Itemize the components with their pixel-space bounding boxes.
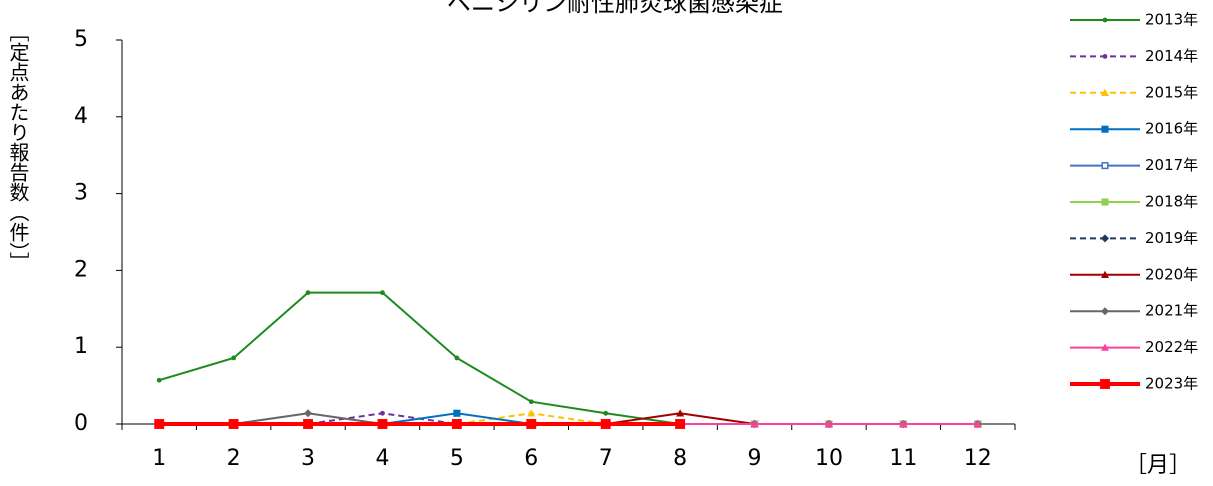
data-point (380, 290, 385, 296)
legend-label: 2019年 (1145, 229, 1198, 247)
data-point (899, 420, 908, 428)
data-point (453, 409, 461, 417)
legend-marker (1101, 307, 1109, 316)
legend-label: 2016年 (1145, 120, 1198, 138)
data-point (600, 419, 611, 429)
y-tick-label: 0 (74, 411, 88, 436)
x-tick-label: 11 (889, 446, 917, 471)
x-tick-label: 9 (748, 446, 762, 471)
legend-label: 2023年 (1145, 375, 1198, 393)
legend-marker (1100, 379, 1110, 389)
legend-label: 2018年 (1145, 193, 1198, 211)
x-tick-label: 8 (673, 446, 687, 471)
data-point (675, 419, 686, 429)
legend-label: 2021年 (1145, 302, 1198, 320)
data-point (303, 419, 313, 429)
legend-marker (1102, 17, 1108, 23)
x-axis-label: ［月］ (1125, 453, 1191, 478)
x-tick-label: 3 (301, 446, 315, 471)
series-line (158, 291, 978, 425)
data-point (380, 410, 385, 416)
data-point (451, 419, 462, 429)
x-tick-label: 4 (375, 446, 389, 471)
data-point (973, 420, 982, 428)
data-point (228, 419, 239, 429)
data-point (603, 410, 609, 416)
data-point (750, 420, 759, 428)
legend-label: 2015年 (1145, 83, 1198, 101)
y-axis-label: ［定点あたり報告数（件）］ (6, 22, 30, 272)
data-point (676, 409, 685, 417)
data-point (454, 355, 460, 361)
y-tick-label: 4 (74, 104, 88, 129)
data-point (305, 290, 311, 296)
x-tick-label: 10 (815, 446, 843, 471)
data-point (527, 409, 536, 417)
y-tick-label: 5 (74, 27, 88, 52)
y-tick-label: 2 (74, 257, 88, 282)
data-point (824, 420, 833, 428)
legend-marker (1102, 54, 1108, 59)
legend-marker (1101, 88, 1109, 96)
legend-label: 2014年 (1145, 47, 1198, 65)
legend-marker (1101, 125, 1109, 133)
legend-marker (1101, 198, 1109, 206)
x-tick-label: 7 (599, 446, 613, 471)
y-tick-label: 3 (74, 181, 88, 206)
data-point (526, 419, 537, 429)
chart-title: ペニシリン耐性肺炎球菌感染症 (447, 0, 783, 17)
data-point (377, 419, 388, 429)
legend-marker (1101, 162, 1109, 170)
data-point (304, 409, 313, 418)
x-tick-label: 6 (524, 446, 538, 471)
legend-marker (1101, 234, 1109, 243)
data-point (231, 355, 237, 361)
x-tick-label: 5 (450, 446, 464, 471)
y-tick-label: 1 (74, 334, 88, 359)
x-tick-label: 1 (152, 446, 166, 471)
legend-label: 2013年 (1145, 11, 1198, 29)
legend-marker (1101, 270, 1109, 278)
legend-label: 2017年 (1145, 156, 1198, 174)
x-tick-label: 12 (964, 446, 992, 471)
data-point (156, 377, 162, 383)
legend-marker (1101, 343, 1109, 351)
legend-label: 2022年 (1145, 338, 1198, 356)
legend-label: 2020年 (1145, 265, 1198, 283)
data-point (528, 399, 534, 405)
x-tick-label: 2 (227, 446, 241, 471)
data-point (154, 419, 165, 429)
